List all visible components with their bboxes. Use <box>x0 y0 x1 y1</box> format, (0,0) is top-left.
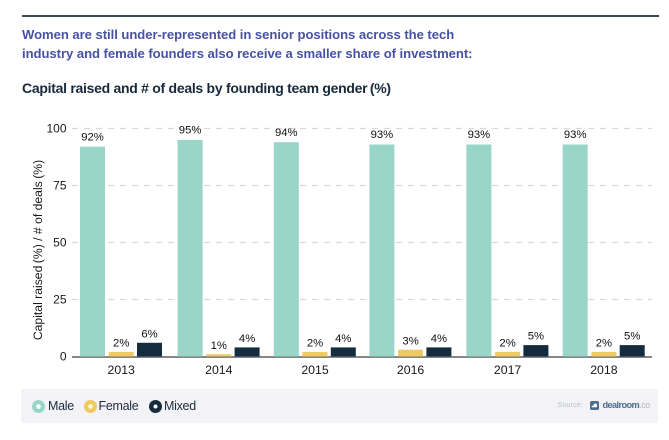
svg-text:2014: 2014 <box>205 363 233 377</box>
svg-text:4%: 4% <box>335 333 351 345</box>
svg-text:2%: 2% <box>307 338 323 350</box>
svg-text:2017: 2017 <box>494 363 522 377</box>
svg-text:2013: 2013 <box>108 363 136 377</box>
svg-text:5%: 5% <box>528 331 544 343</box>
svg-text:4%: 4% <box>431 333 447 345</box>
svg-text:2015: 2015 <box>301 363 329 377</box>
svg-text:Capital raised (%) / # of deal: Capital raised (%) / # of deals (%) <box>31 160 45 340</box>
svg-text:5%: 5% <box>624 331 640 343</box>
svg-text:2016: 2016 <box>397 363 425 377</box>
svg-text:2018: 2018 <box>590 363 618 377</box>
svg-text:25: 25 <box>53 292 67 306</box>
svg-text:92%: 92% <box>81 131 104 143</box>
svg-text:94%: 94% <box>275 127 298 139</box>
svg-text:2%: 2% <box>113 338 129 350</box>
svg-text:50: 50 <box>53 235 67 249</box>
svg-text:6%: 6% <box>141 328 157 340</box>
svg-text:93%: 93% <box>371 129 394 141</box>
svg-text:93%: 93% <box>468 129 491 141</box>
svg-text:2%: 2% <box>596 338 612 350</box>
svg-text:100: 100 <box>46 121 66 135</box>
svg-text:2%: 2% <box>499 338 515 350</box>
svg-text:1%: 1% <box>211 340 227 352</box>
svg-text:0: 0 <box>60 349 67 363</box>
svg-text:75: 75 <box>53 178 67 192</box>
svg-text:4%: 4% <box>239 333 255 345</box>
svg-text:95%: 95% <box>179 125 202 137</box>
svg-text:3%: 3% <box>402 335 418 347</box>
svg-text:93%: 93% <box>564 129 587 141</box>
